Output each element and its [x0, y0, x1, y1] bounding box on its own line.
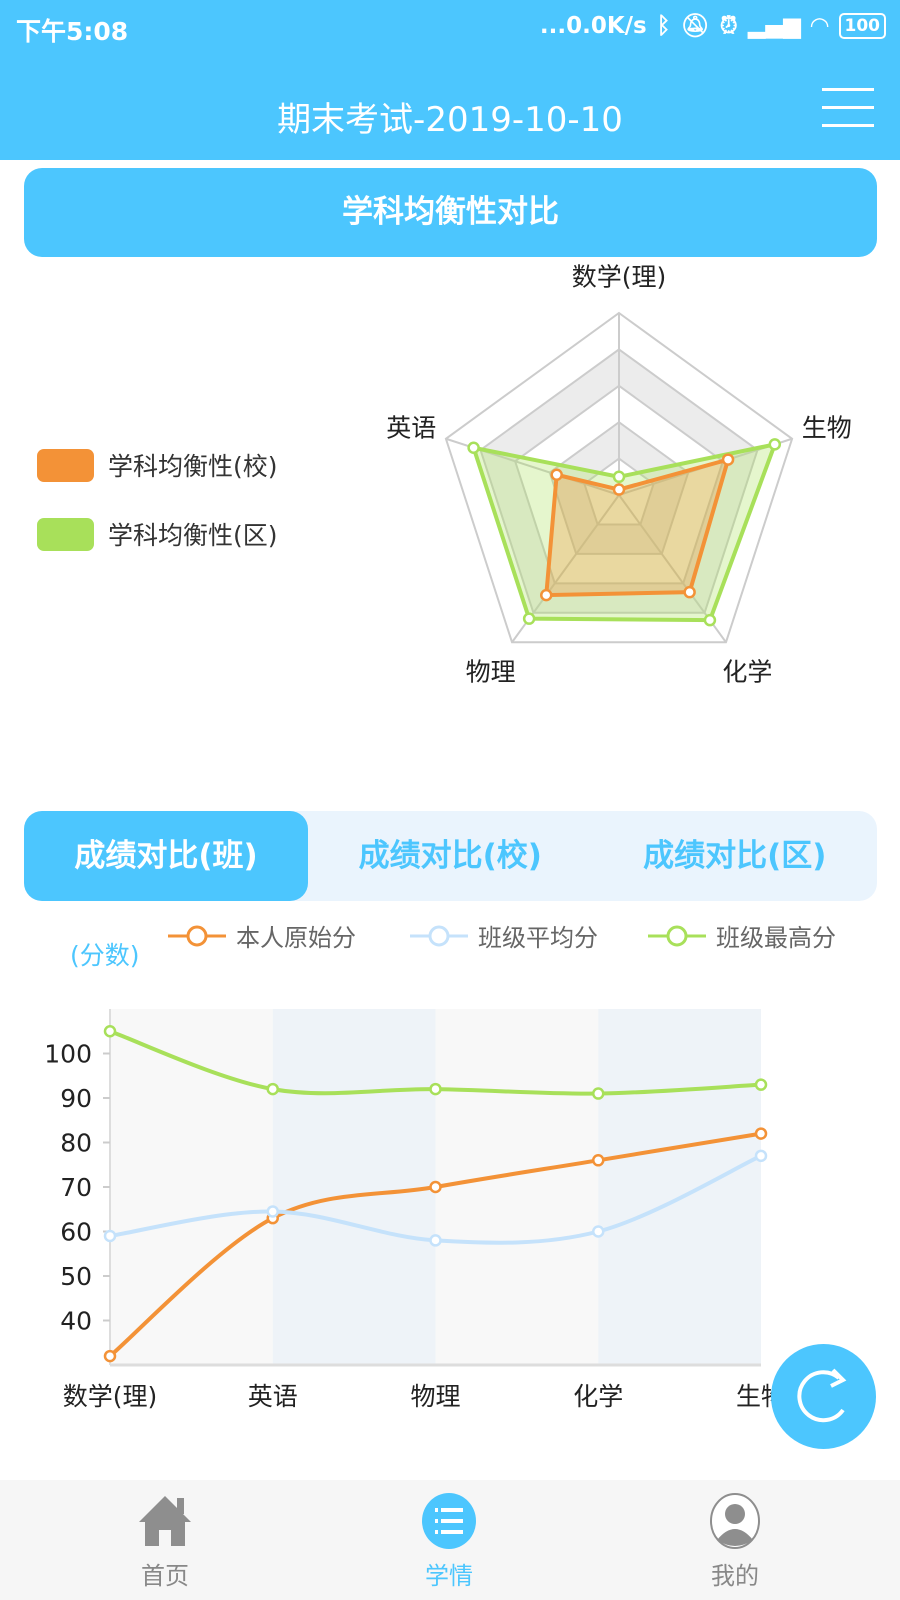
signal-icon: ▂▄▆: [747, 12, 801, 39]
legend-label: 学科均衡性(区): [108, 521, 278, 550]
radar-point: [522, 612, 536, 625]
line-point: [266, 1205, 279, 1218]
legend-label: 班级平均分: [478, 924, 598, 952]
tab-district[interactable]: 成绩对比(区): [643, 838, 827, 874]
plot-band: [598, 1009, 761, 1365]
refresh-button[interactable]: [771, 1344, 876, 1449]
legend-item-district[interactable]: 学科均衡性(区): [37, 516, 278, 552]
section-title: 学科均衡性对比: [24, 168, 877, 257]
x-tick-label: 英语: [248, 1382, 298, 1411]
hamburger-menu-icon[interactable]: [822, 88, 874, 128]
radar-point: [550, 468, 563, 482]
alarm-icon: ⏰︎: [719, 12, 738, 39]
line-point: [429, 1180, 442, 1194]
nav-mine[interactable]: 我的: [675, 1492, 795, 1591]
nav-study[interactable]: 学情: [389, 1492, 509, 1591]
line-point: [103, 1229, 117, 1243]
y-tick-label: 70: [60, 1173, 92, 1202]
y-tick-label: 80: [60, 1129, 92, 1158]
y-tick-label: 90: [60, 1084, 92, 1113]
radar-axis-label: 化学: [722, 658, 772, 687]
legend-swatch: [37, 517, 94, 551]
line-point: [754, 1149, 768, 1163]
line-legend-item[interactable]: 本人原始分: [168, 918, 356, 953]
nav-home[interactable]: 首页: [105, 1492, 225, 1591]
nav-label: 学情: [425, 1562, 473, 1590]
line-point: [103, 1025, 117, 1038]
legend-label: 学科均衡性(校): [108, 452, 278, 481]
radar-point: [540, 588, 553, 602]
radar-point: [612, 470, 626, 484]
line-point: [592, 1087, 605, 1100]
profile-icon: [710, 1493, 760, 1549]
page-title: 期末考试-2019-10-10: [277, 100, 623, 140]
tab-class[interactable]: 成绩对比(班): [24, 811, 308, 901]
legend-swatch: [37, 448, 94, 482]
y-tick-label: 100: [44, 1040, 92, 1069]
legend-item-school[interactable]: 学科均衡性(校): [37, 447, 278, 483]
line-point: [754, 1078, 768, 1091]
bluetooth-icon: ᛒ: [656, 12, 671, 39]
line-legend-item[interactable]: 班级平均分: [410, 918, 598, 953]
radar-series-area: [544, 456, 731, 598]
wifi-icon: ◠: [810, 12, 829, 39]
radar-point: [467, 441, 480, 455]
legend-label: 本人原始分: [236, 924, 356, 952]
line-point: [266, 1082, 279, 1096]
nav-label: 首页: [141, 1562, 189, 1590]
line-point: [592, 1154, 605, 1167]
line-legend: 本人原始分 班级平均分 班级最高分: [0, 918, 900, 958]
battery-icon: 100: [838, 12, 886, 39]
y-tick-label: 60: [60, 1218, 92, 1247]
comparison-tabs: 成绩对比(班) 成绩对比(校) 成绩对比(区): [24, 811, 877, 901]
bottom-nav: 首页 学情 我的: [0, 1480, 900, 1600]
legend-marker-icon: [648, 925, 706, 946]
line-point: [592, 1225, 605, 1238]
y-tick-label: 40: [60, 1307, 92, 1336]
radar-point: [683, 585, 696, 599]
line-legend-item[interactable]: 班级最高分: [648, 918, 836, 953]
legend-marker-icon: [168, 925, 226, 946]
radar-axis-label: 数学(理): [572, 263, 667, 292]
line-point: [429, 1234, 442, 1247]
radar-point: [612, 483, 626, 496]
line-point: [103, 1349, 117, 1363]
plot-band: [272, 1009, 436, 1365]
plot-band: [110, 1009, 273, 1365]
plot-band: [435, 1009, 599, 1365]
network-speed: ...0.0K/s: [539, 12, 647, 39]
y-axis-unit: (分数): [70, 941, 140, 970]
status-icons: ...0.0K/s ᛒ 🔕︎ ⏰︎ ▂▄▆ ◠ 100: [540, 12, 886, 39]
radar-axis-label: 物理: [466, 658, 516, 687]
status-time: 下午5:08: [16, 17, 129, 46]
legend-label: 班级最高分: [716, 924, 836, 952]
x-tick-label: 物理: [410, 1382, 460, 1411]
line-point: [754, 1127, 768, 1140]
line-point: [429, 1082, 442, 1096]
home-icon: [139, 1496, 191, 1546]
mute-icon: 🔕︎: [680, 13, 710, 39]
radar-point: [703, 613, 717, 627]
tab-school[interactable]: 成绩对比(校): [358, 838, 542, 874]
x-tick-label: 数学(理): [63, 1382, 158, 1411]
radar-point: [721, 453, 735, 466]
legend-marker-icon: [410, 925, 468, 946]
list-icon: [422, 1493, 476, 1549]
radar-axis-label: 生物: [802, 414, 852, 443]
x-tick-label: 化学: [573, 1382, 623, 1411]
radar-axis-label: 英语: [386, 414, 436, 443]
nav-label: 我的: [711, 1562, 759, 1590]
refresh-icon: [797, 1368, 847, 1423]
y-tick-label: 50: [60, 1262, 92, 1291]
radar-point: [768, 438, 782, 451]
app-header: 下午5:08 ...0.0K/s ᛒ 🔕︎ ⏰︎ ▂▄▆ ◠ 100 期末考试-…: [0, 0, 900, 160]
